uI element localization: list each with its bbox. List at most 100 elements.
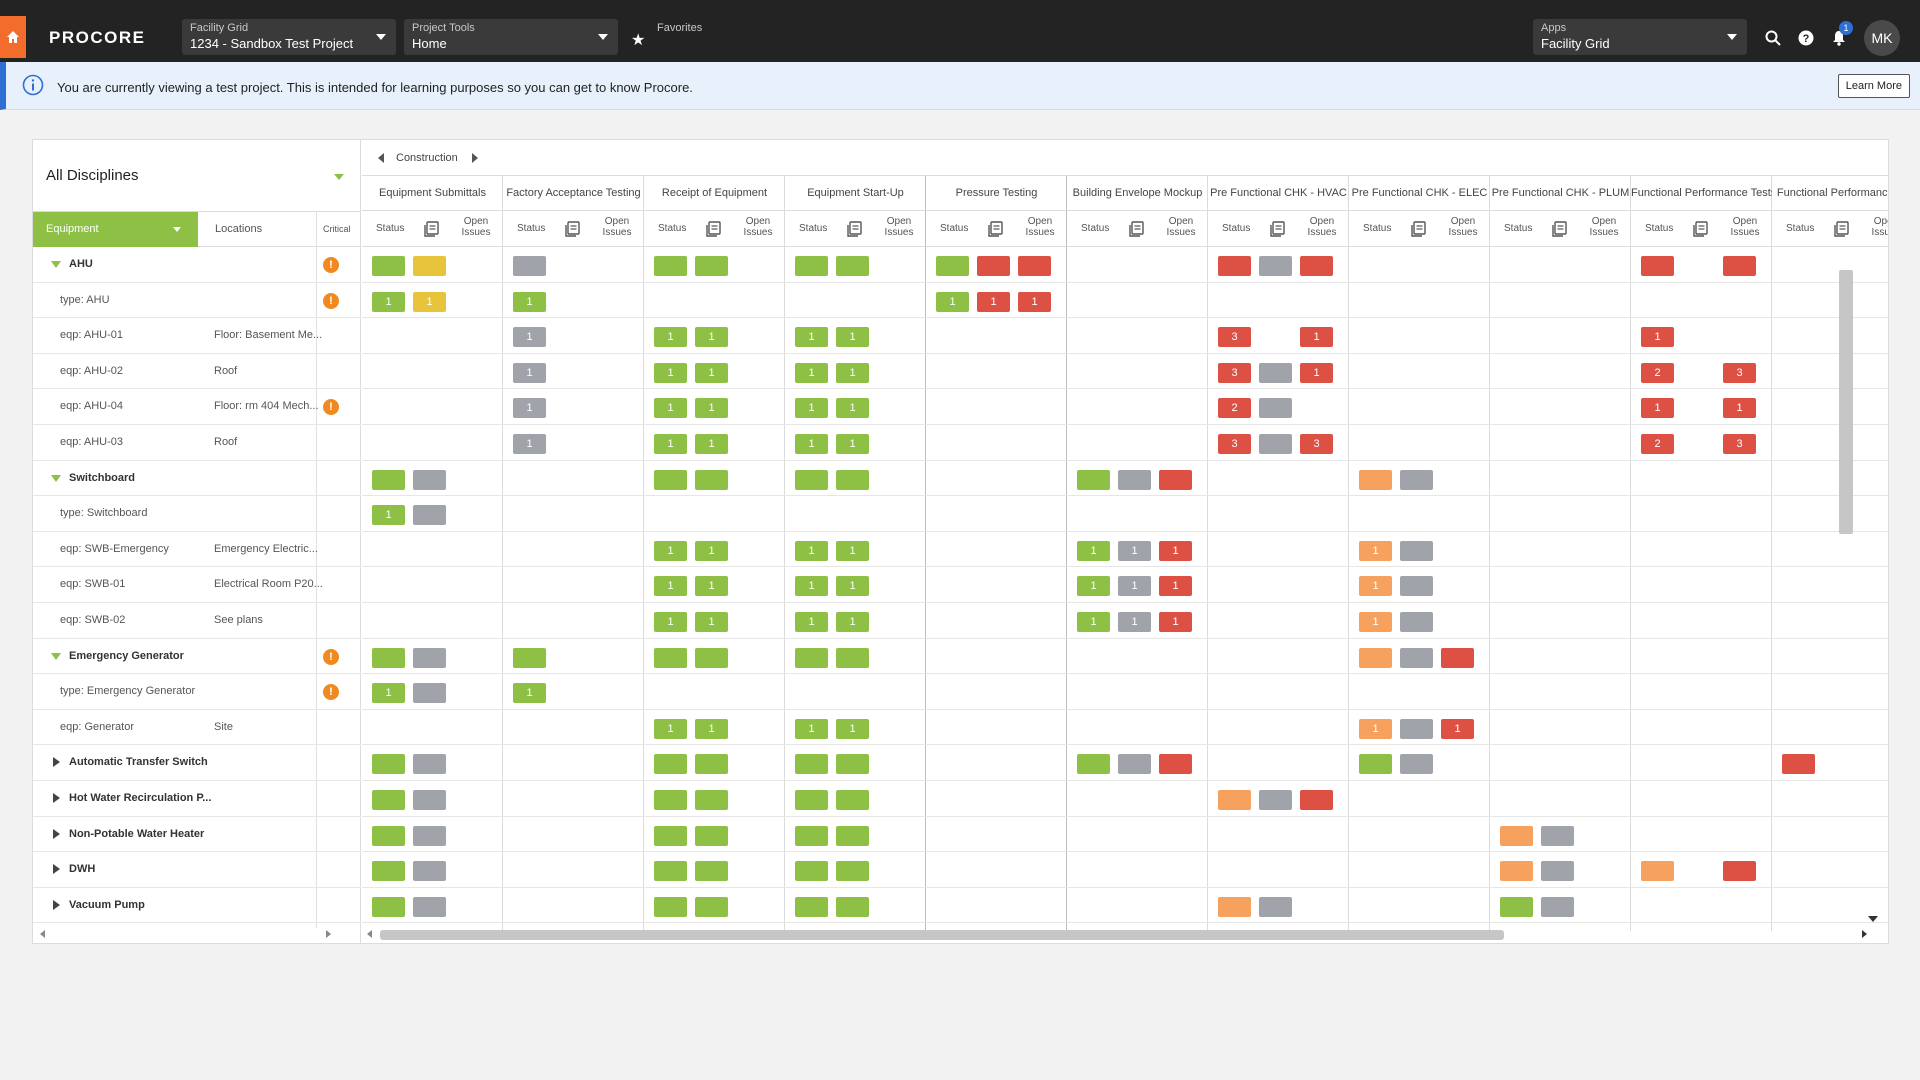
- discipline-select[interactable]: All Disciplines: [46, 167, 139, 184]
- equipment-row[interactable]: type: Emergency Generator!: [33, 674, 361, 710]
- equipment-row[interactable]: eqp: SWB-Emergency Emergency Electric...: [33, 532, 361, 568]
- status-badge[interactable]: 1: [795, 718, 828, 739]
- user-avatar[interactable]: MK: [1864, 20, 1900, 56]
- documents-icon[interactable]: [1268, 220, 1286, 241]
- vertical-scrollbar-thumb[interactable]: [1839, 270, 1853, 534]
- status-badge[interactable]: 1: [513, 398, 546, 419]
- scroll-down-arrow-icon[interactable]: [1868, 916, 1878, 922]
- status-badge[interactable]: 1: [513, 327, 546, 348]
- documents-icon[interactable]: [1127, 220, 1145, 241]
- status-badge[interactable]: [1400, 611, 1433, 632]
- documents-icon[interactable]: [986, 220, 1004, 241]
- status-badge[interactable]: 1: [977, 291, 1010, 312]
- status-badge[interactable]: 1: [654, 611, 687, 632]
- status-badge[interactable]: 1: [836, 327, 869, 348]
- apps-select[interactable]: Apps Facility Grid: [1533, 19, 1747, 55]
- status-badge[interactable]: 1: [695, 398, 728, 419]
- status-badge[interactable]: [413, 647, 446, 668]
- status-badge[interactable]: 1: [1077, 576, 1110, 597]
- status-badge[interactable]: 1: [795, 398, 828, 419]
- status-badge[interactable]: [372, 789, 405, 810]
- status-badge[interactable]: 1: [695, 576, 728, 597]
- status-badge[interactable]: [1259, 789, 1292, 810]
- status-badge[interactable]: 1: [372, 683, 405, 704]
- status-badge[interactable]: 1: [654, 327, 687, 348]
- status-badge[interactable]: 1: [513, 291, 546, 312]
- status-badge[interactable]: [1359, 469, 1392, 490]
- status-badge[interactable]: 1: [413, 291, 446, 312]
- status-badge[interactable]: 1: [795, 540, 828, 561]
- status-badge[interactable]: 1: [836, 576, 869, 597]
- milestone-column-title[interactable]: Functional Performance Tests ...: [1631, 176, 1772, 211]
- equipment-row[interactable]: Vacuum Pump: [33, 888, 361, 924]
- status-badge[interactable]: 1: [695, 433, 728, 454]
- status-badge[interactable]: [1723, 256, 1756, 276]
- status-badge[interactable]: [372, 647, 405, 668]
- scroll-right-arrow-icon[interactable]: [326, 930, 331, 938]
- status-badge[interactable]: [654, 256, 687, 276]
- star-icon[interactable]: ★: [631, 32, 646, 49]
- status-badge[interactable]: 1: [836, 540, 869, 561]
- status-badge[interactable]: [795, 896, 828, 917]
- caret-right-icon[interactable]: [53, 864, 60, 875]
- status-badge[interactable]: [695, 256, 728, 276]
- status-badge[interactable]: 1: [795, 362, 828, 383]
- chevron-down-icon[interactable]: [334, 174, 344, 180]
- status-badge[interactable]: 1: [795, 576, 828, 597]
- status-badge[interactable]: 1: [836, 398, 869, 419]
- status-badge[interactable]: 1: [1359, 718, 1392, 739]
- status-badge[interactable]: 1: [836, 433, 869, 454]
- equipment-row[interactable]: type: AHU!: [33, 283, 361, 319]
- milestone-column-title[interactable]: Functional Performance Te: [1772, 176, 1888, 211]
- status-badge[interactable]: 1: [513, 433, 546, 454]
- status-badge[interactable]: 1: [1300, 327, 1333, 348]
- status-badge[interactable]: 1: [1441, 718, 1474, 739]
- status-badge[interactable]: 1: [654, 362, 687, 383]
- status-badge[interactable]: 1: [795, 327, 828, 348]
- status-badge[interactable]: [413, 754, 446, 775]
- project-select[interactable]: Facility Grid 1234 - Sandbox Test Projec…: [182, 19, 396, 55]
- status-badge[interactable]: [977, 256, 1010, 276]
- status-badge[interactable]: [413, 896, 446, 917]
- status-badge[interactable]: [372, 861, 405, 882]
- status-badge[interactable]: 1: [1159, 576, 1192, 597]
- equipment-row[interactable]: eqp: AHU-03 Roof: [33, 425, 361, 461]
- caret-down-icon[interactable]: [51, 652, 61, 660]
- status-badge[interactable]: [1259, 433, 1292, 454]
- status-badge[interactable]: 1: [1359, 611, 1392, 632]
- scroll-left-arrow-icon[interactable]: [40, 930, 45, 938]
- status-badge[interactable]: [1359, 754, 1392, 775]
- caret-down-icon[interactable]: [51, 261, 61, 268]
- status-badge[interactable]: [1218, 256, 1251, 276]
- documents-icon[interactable]: [1691, 220, 1709, 241]
- status-badge[interactable]: [1400, 647, 1433, 668]
- status-badge[interactable]: 1: [1018, 291, 1051, 312]
- status-badge[interactable]: 1: [1300, 362, 1333, 383]
- status-badge[interactable]: [1500, 896, 1533, 917]
- caret-left-icon[interactable]: [378, 153, 384, 163]
- status-badge[interactable]: [654, 861, 687, 882]
- status-badge[interactable]: 1: [695, 362, 728, 383]
- status-badge[interactable]: [413, 789, 446, 810]
- home-button[interactable]: [0, 16, 26, 58]
- status-badge[interactable]: [1441, 647, 1474, 668]
- status-badge[interactable]: [654, 754, 687, 775]
- status-badge[interactable]: [372, 469, 405, 490]
- status-badge[interactable]: [413, 825, 446, 846]
- status-badge[interactable]: [1641, 256, 1674, 276]
- status-badge[interactable]: [1400, 540, 1433, 561]
- status-badge[interactable]: [513, 256, 546, 276]
- status-badge[interactable]: 1: [795, 611, 828, 632]
- status-badge[interactable]: 1: [1359, 576, 1392, 597]
- status-badge[interactable]: [372, 896, 405, 917]
- status-badge[interactable]: 1: [1723, 398, 1756, 419]
- status-badge[interactable]: [1641, 861, 1674, 882]
- status-badge[interactable]: [695, 647, 728, 668]
- status-badge[interactable]: 1: [1359, 540, 1392, 561]
- status-badge[interactable]: 1: [372, 291, 405, 312]
- favorites-label[interactable]: Favorites: [657, 22, 703, 34]
- status-badge[interactable]: [654, 647, 687, 668]
- status-badge[interactable]: [1218, 789, 1251, 810]
- status-badge[interactable]: [1400, 576, 1433, 597]
- status-badge[interactable]: 1: [695, 540, 728, 561]
